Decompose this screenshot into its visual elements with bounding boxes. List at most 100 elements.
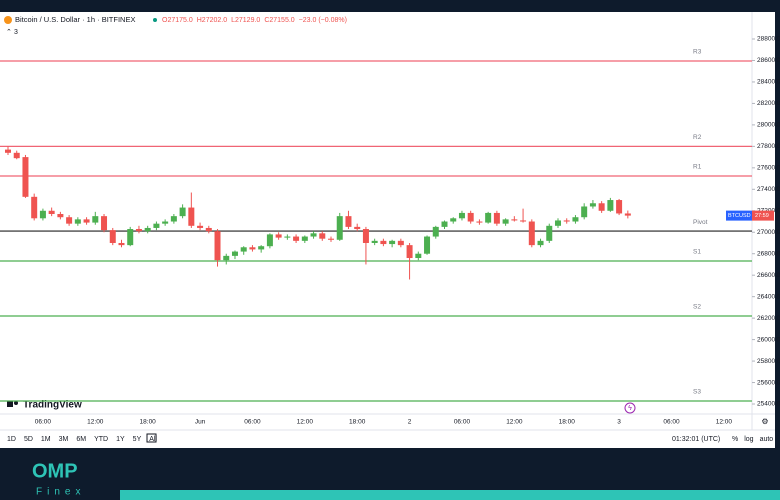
candle-body bbox=[406, 245, 413, 259]
chart-background bbox=[0, 12, 775, 448]
y-tick-label: 26000.0 bbox=[757, 336, 780, 343]
candle-body bbox=[546, 225, 553, 241]
candle-body bbox=[371, 240, 378, 243]
candle-body bbox=[162, 221, 169, 224]
price-tag bbox=[726, 210, 752, 221]
candle-body bbox=[511, 219, 518, 221]
candle-body bbox=[397, 240, 404, 246]
candle-body bbox=[258, 246, 265, 250]
ohlc-value: C27155.0 bbox=[264, 17, 294, 24]
pivot-label: S3 bbox=[693, 389, 701, 396]
candle-body bbox=[275, 234, 282, 238]
candle-body bbox=[493, 212, 500, 224]
y-tick-label: 25800.0 bbox=[757, 358, 780, 365]
y-tick-label: 26800.0 bbox=[757, 250, 780, 257]
range-button[interactable]: YTD bbox=[94, 436, 108, 443]
candle-body bbox=[328, 238, 335, 240]
candle-body bbox=[301, 236, 308, 241]
countdown: 27:59 bbox=[755, 213, 769, 219]
candle-body bbox=[66, 217, 73, 224]
candle-body bbox=[153, 223, 160, 228]
range-button[interactable]: 1D bbox=[7, 436, 16, 443]
footer-brand: OMP bbox=[32, 460, 78, 482]
x-tick-label: 18:00 bbox=[559, 419, 576, 426]
x-tick-label: 12:00 bbox=[297, 419, 314, 426]
candle-body bbox=[598, 203, 605, 211]
range-button[interactable]: 5D bbox=[24, 436, 33, 443]
range-button[interactable]: 1Y bbox=[116, 436, 125, 443]
candle-body bbox=[223, 255, 230, 261]
candle-body bbox=[310, 233, 317, 237]
range-button[interactable]: 6M bbox=[76, 436, 86, 443]
candle-body bbox=[188, 207, 195, 226]
tradingview-logo: TradingView bbox=[7, 400, 82, 411]
candle-body bbox=[380, 240, 387, 245]
candle-body bbox=[293, 236, 300, 241]
candle-body bbox=[362, 229, 369, 243]
range-button[interactable]: 3M bbox=[59, 436, 69, 443]
ohlc-value: −23.0 (−0.08%) bbox=[299, 17, 347, 24]
candle-body bbox=[616, 200, 623, 214]
candle-body bbox=[101, 216, 108, 231]
range-button[interactable]: 1M bbox=[41, 436, 51, 443]
collapse-icon[interactable]: ⌃ bbox=[6, 28, 12, 36]
candle-body bbox=[240, 247, 247, 252]
range-button[interactable]: 5Y bbox=[133, 436, 142, 443]
pivot-label: S2 bbox=[693, 304, 701, 311]
candle-body bbox=[520, 220, 527, 222]
y-tick-label: 26200.0 bbox=[757, 315, 780, 322]
ohlc-value: O27175.0 bbox=[162, 17, 193, 24]
candle-body bbox=[266, 234, 273, 247]
events-icon-glyph[interactable]: ϟ bbox=[628, 405, 632, 412]
indicator-count[interactable]: 3 bbox=[14, 29, 18, 36]
candle-body bbox=[432, 226, 439, 237]
candle-body bbox=[424, 236, 431, 254]
candle-body bbox=[179, 207, 186, 217]
candle-body bbox=[415, 253, 422, 259]
pivot-label: S1 bbox=[693, 249, 701, 256]
candle-body bbox=[485, 212, 492, 223]
candle-body bbox=[249, 247, 256, 250]
candle-body bbox=[537, 240, 544, 246]
range-button[interactable]: All bbox=[149, 436, 157, 443]
scale-option[interactable]: auto bbox=[760, 436, 774, 443]
scale-option[interactable]: log bbox=[744, 436, 753, 443]
candle-body bbox=[467, 212, 474, 222]
candle-body bbox=[458, 212, 465, 219]
candle-body bbox=[502, 219, 509, 224]
x-tick-label: 18:00 bbox=[140, 419, 157, 426]
settings-icon[interactable]: ⚙ bbox=[761, 417, 768, 426]
y-tick-label: 28000.0 bbox=[757, 122, 780, 129]
candle-body bbox=[31, 196, 38, 219]
candle-body bbox=[336, 216, 343, 240]
candle-body bbox=[22, 157, 29, 197]
x-tick-label: Jun bbox=[195, 419, 206, 426]
y-tick-label: 26600.0 bbox=[757, 272, 780, 279]
y-tick-label: 25600.0 bbox=[757, 379, 780, 386]
candle-body bbox=[581, 206, 588, 218]
scale-option[interactable]: % bbox=[732, 436, 738, 443]
pivot-label: R1 bbox=[693, 164, 702, 171]
candle-body bbox=[624, 213, 631, 216]
candle-body bbox=[354, 226, 361, 230]
logo-mark bbox=[7, 401, 13, 407]
x-tick-label: 12:00 bbox=[506, 419, 523, 426]
candle-body bbox=[231, 251, 238, 256]
y-tick-label: 27800.0 bbox=[757, 143, 780, 150]
bitcoin-icon bbox=[4, 16, 12, 24]
candle-body bbox=[214, 231, 221, 261]
candle-body bbox=[389, 240, 396, 245]
ohlc-value: L27129.0 bbox=[231, 17, 260, 24]
y-tick-label: 28600.0 bbox=[757, 57, 780, 64]
candle-body bbox=[607, 200, 614, 211]
candle-body bbox=[170, 216, 177, 222]
candle-body bbox=[118, 242, 125, 246]
date-range-icon[interactable] bbox=[146, 433, 157, 443]
candle-body bbox=[57, 214, 64, 218]
events-icon[interactable] bbox=[624, 402, 636, 414]
x-tick-label: 06:00 bbox=[35, 419, 52, 426]
x-tick-label: 12:00 bbox=[87, 419, 104, 426]
y-tick-label: 27600.0 bbox=[757, 165, 780, 172]
